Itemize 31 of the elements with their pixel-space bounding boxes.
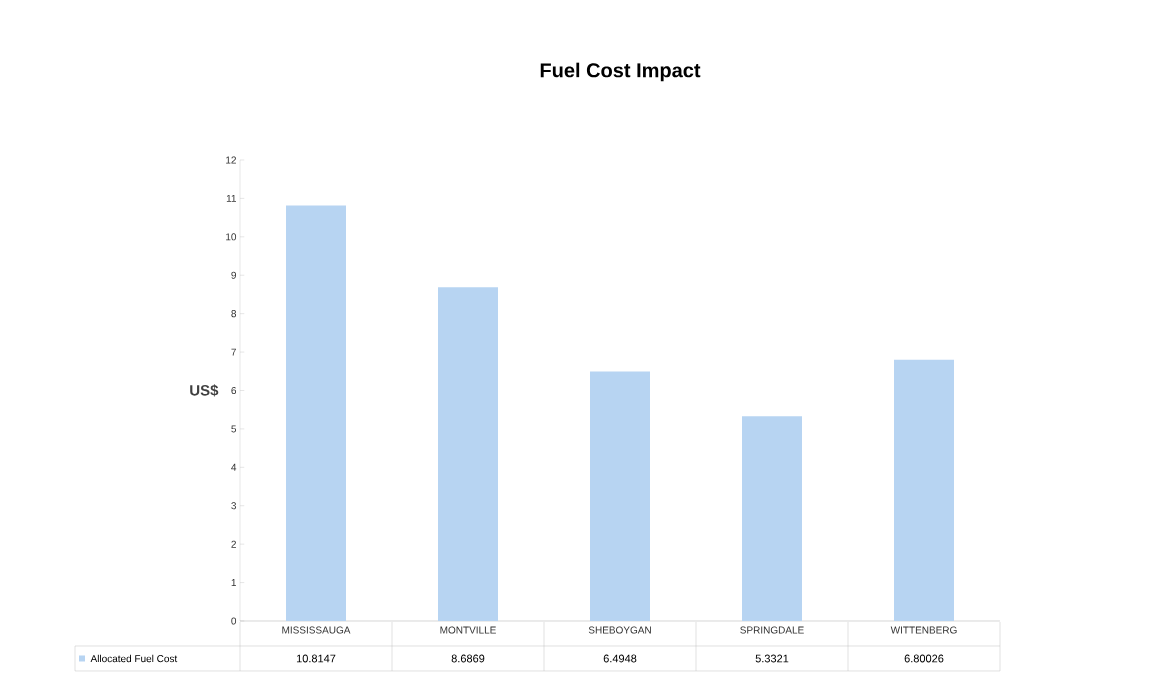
data-label: 5.3321 <box>755 654 789 663</box>
y-axis-title: US$ <box>190 384 219 397</box>
y-tick-label: 4 <box>231 463 237 471</box>
y-tick-label: 10 <box>226 233 237 241</box>
y-tick-label: 12 <box>226 156 236 164</box>
bar <box>286 205 347 621</box>
y-tick-label: 11 <box>226 194 236 202</box>
y-tick-label: 8 <box>231 310 237 318</box>
bar <box>894 359 954 621</box>
data-label: 8.6869 <box>451 654 485 663</box>
x-tick-label: SHEBOYGAN <box>588 626 651 634</box>
x-tick-label: MONTVILLE <box>440 626 496 634</box>
y-tick-label: 5 <box>231 425 237 433</box>
x-tick-label: SPRINGDALE <box>740 626 804 634</box>
y-tick-label: 7 <box>231 348 236 356</box>
data-label: 10.8147 <box>296 654 336 663</box>
x-tick-label: MISSISSAUGA <box>282 626 351 634</box>
legend-label: Allocated Fuel Cost <box>90 654 178 663</box>
bar <box>590 371 650 621</box>
y-tick-label: 2 <box>231 540 236 548</box>
y-tick-label: 0 <box>231 617 237 625</box>
chart-title: Fuel Cost Impact <box>540 62 701 82</box>
y-tick-label: 9 <box>231 271 237 279</box>
data-label: 6.4948 <box>603 654 637 663</box>
y-tick-label: 6 <box>231 386 237 395</box>
x-tick-label: WITTENBERG <box>890 626 957 634</box>
bar <box>742 416 802 621</box>
y-tick-label: 3 <box>231 502 237 510</box>
bar <box>438 287 499 621</box>
data-label: 6.80026 <box>904 654 944 663</box>
y-tick-label: 1 <box>231 579 236 587</box>
